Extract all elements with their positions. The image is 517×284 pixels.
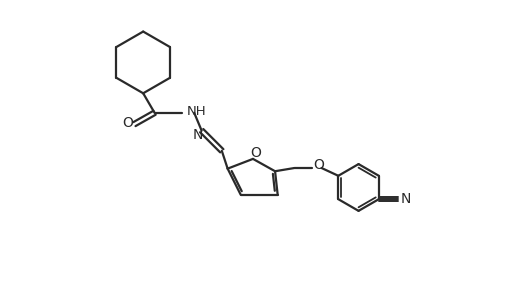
Text: N: N xyxy=(192,128,203,141)
Text: O: O xyxy=(250,146,261,160)
Text: NH: NH xyxy=(187,105,206,118)
Text: N: N xyxy=(400,192,410,206)
Text: O: O xyxy=(122,116,133,130)
Text: O: O xyxy=(313,158,324,172)
